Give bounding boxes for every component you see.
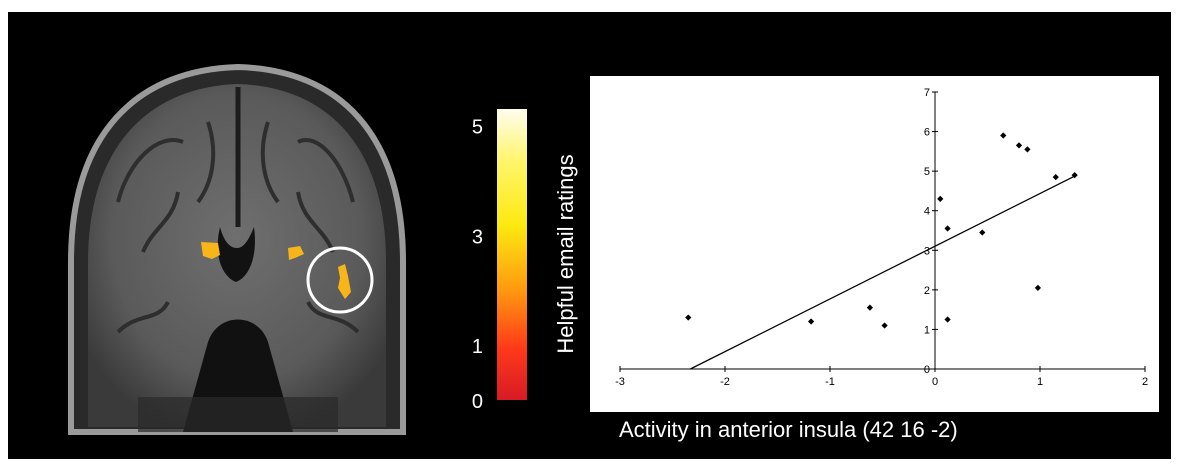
cortex-folds — [116, 121, 360, 334]
trendline — [690, 174, 1078, 370]
plot-axes: -3 -2 -1 0 1 2 0 1 2 3 4 5 6 7 — [615, 87, 1148, 388]
data-point — [807, 318, 815, 325]
y-tick-label: 7 — [924, 87, 930, 99]
plot-background — [590, 76, 1159, 412]
y-tick-label: 3 — [924, 245, 930, 257]
data-point — [1052, 173, 1059, 181]
data-point — [944, 316, 951, 323]
colorbar-ticks: 5 3 1 0 — [472, 116, 483, 413]
data-point — [1071, 171, 1078, 179]
colorbar-gradient — [497, 109, 527, 400]
y-tick-label: 6 — [924, 127, 930, 139]
data-point — [685, 314, 692, 321]
data-point — [1034, 284, 1042, 291]
y-tick-label: 5 — [924, 166, 930, 178]
x-tick-label: -1 — [825, 376, 835, 388]
y-axis-label: Helpful email ratings — [553, 154, 578, 353]
data-point — [866, 304, 874, 311]
trendline-group — [690, 174, 1078, 370]
y-tick-label: 0 — [924, 364, 930, 376]
lower-shadow — [138, 397, 338, 432]
x-tick-label: -3 — [615, 376, 625, 388]
activation-blob-left — [201, 242, 220, 259]
x-axis-label: Activity in anterior insula (42 16 -2) — [619, 417, 958, 442]
colorbar-tick-label: 5 — [472, 116, 483, 138]
colorbar-tick-label: 1 — [472, 336, 483, 358]
activation-blob-insula — [338, 264, 351, 299]
y-tick-label: 4 — [924, 206, 930, 218]
x-tick-label: 1 — [1037, 376, 1043, 388]
x-tick-label: 2 — [1142, 376, 1148, 388]
activation-blob-mid — [288, 246, 304, 260]
brain-mri-coronal — [68, 63, 406, 435]
figure-panel: 5 3 1 0 Helpful email ratings -3 -2 -1 0 1 2 0 1 2 3… — [8, 12, 1171, 459]
colorbar: 5 3 1 0 — [472, 109, 527, 413]
y-tick-label: 2 — [924, 285, 930, 297]
scatter-plot: -3 -2 -1 0 1 2 0 1 2 3 4 5 6 7 — [590, 76, 1159, 412]
ventricles — [217, 227, 255, 282]
insula-highlight-circle — [306, 246, 374, 314]
x-tick-label: -2 — [720, 376, 730, 388]
y-tick-label: 1 — [924, 324, 930, 336]
colorbar-tick-label: 3 — [472, 226, 483, 248]
x-tick-label: 0 — [932, 376, 938, 388]
figure-svg: 5 3 1 0 Helpful email ratings -3 -2 -1 0 1 2 0 1 2 3… — [68, 63, 1159, 442]
colorbar-tick-label: 0 — [472, 391, 483, 413]
